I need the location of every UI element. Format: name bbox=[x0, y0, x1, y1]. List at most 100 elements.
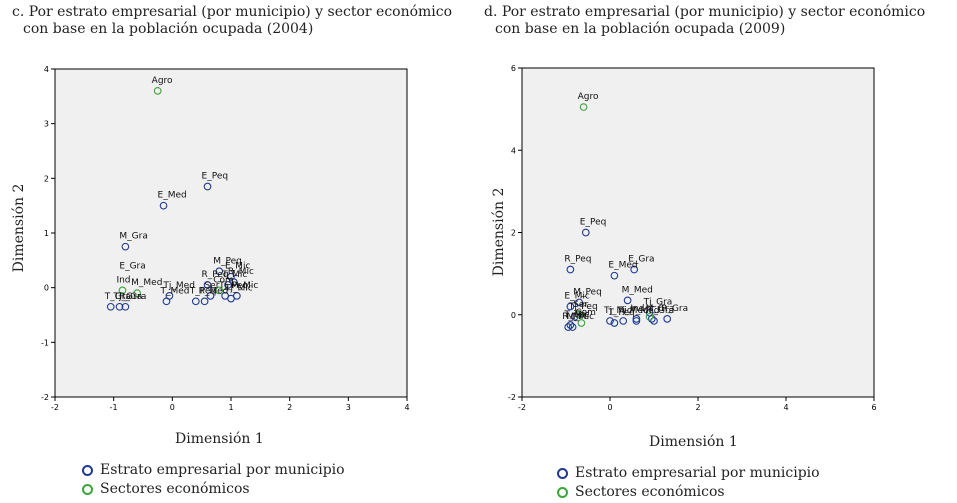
data-point-estrato bbox=[203, 281, 212, 289]
x-tick-label: -1 bbox=[110, 403, 118, 412]
data-point-estrato bbox=[575, 298, 584, 307]
data-point-estrato bbox=[663, 315, 672, 323]
y-tick-label: 4 bbox=[44, 65, 49, 74]
y-tick-label: 0 bbox=[44, 284, 49, 293]
data-point-sector bbox=[118, 286, 127, 295]
point-label: Tj_Gra bbox=[113, 292, 143, 302]
data-point-estrato bbox=[121, 302, 130, 311]
legend: Estrato empresarial por municipio Sector… bbox=[557, 464, 820, 502]
legend-marker-estrato bbox=[82, 465, 93, 476]
data-point-estrato bbox=[610, 319, 619, 327]
point-label: Ind bbox=[630, 304, 644, 314]
chart-panel-d: d. Por estrato empresarial (por municipi… bbox=[484, 0, 957, 503]
data-point-estrato bbox=[632, 317, 641, 325]
point-label: R_Gra bbox=[661, 304, 688, 314]
point-label: Ind bbox=[116, 275, 130, 285]
legend-marker-estrato bbox=[557, 468, 568, 479]
data-point-estrato bbox=[610, 271, 619, 280]
legend-item-estrato: Estrato empresarial por municipio bbox=[82, 461, 345, 480]
x-tick-label: 3 bbox=[346, 403, 351, 412]
x-axis-title: Dimensión 1 bbox=[175, 431, 264, 447]
point-label: R_Peq bbox=[564, 255, 591, 265]
point-label: M_Mic bbox=[231, 281, 259, 291]
x-tick-label: 4 bbox=[404, 403, 409, 412]
point-label: T_Gra bbox=[104, 292, 131, 302]
data-point-estrato bbox=[159, 201, 168, 210]
data-point-sector bbox=[645, 312, 654, 321]
x-tick-label: 1 bbox=[228, 403, 233, 412]
x-tick-label: -2 bbox=[51, 403, 59, 412]
chart-panel-c: c. Por estrato empresarial (por municipi… bbox=[0, 0, 470, 503]
point-label: E_Gra bbox=[119, 262, 145, 272]
legend-label-sector: Sectores económicos bbox=[100, 481, 250, 497]
data-point-sector bbox=[133, 289, 141, 297]
point-label: T_Mic bbox=[221, 270, 247, 280]
point-label: T_Peq bbox=[189, 286, 216, 296]
data-point-estrato bbox=[162, 297, 171, 306]
legend-marker-sector bbox=[82, 484, 93, 495]
data-point-estrato bbox=[224, 281, 232, 289]
legend-label-sector: Sectores económicos bbox=[575, 484, 725, 500]
data-point-estrato bbox=[606, 317, 614, 325]
point-label: E_Peq bbox=[202, 172, 229, 182]
point-label: R_Gra bbox=[119, 292, 146, 302]
x-tick-label: 2 bbox=[287, 403, 292, 412]
x-tick-label: 2 bbox=[695, 403, 700, 412]
data-point-estrato bbox=[206, 292, 215, 300]
point-label: R_Mic bbox=[562, 312, 588, 322]
point-label: M_Gra bbox=[646, 304, 674, 314]
y-tick-label: 2 bbox=[44, 174, 49, 183]
data-point-estrato bbox=[191, 297, 200, 306]
point-label: Tj_Mic bbox=[603, 306, 632, 316]
plot-area bbox=[521, 67, 875, 398]
x-tick-label: 0 bbox=[607, 403, 612, 412]
y-axis-title: Dimensión 2 bbox=[491, 187, 507, 277]
data-point-estrato bbox=[564, 323, 573, 331]
point-label: M_Mic bbox=[567, 312, 595, 322]
point-label: Tj_Peq bbox=[568, 302, 598, 312]
scatter-plot-c: -2 -1 0 1 2 3 4 -2 -1 0 1 2 3 4 Agro E_Peq E_Med M_Gra M_P… bbox=[41, 65, 410, 412]
y-tick-label: 4 bbox=[511, 146, 516, 155]
point-label: E_Med bbox=[608, 261, 637, 271]
data-point-estrato bbox=[568, 323, 577, 331]
point-label: M_Gra bbox=[119, 232, 147, 242]
x-tick-label: 6 bbox=[871, 403, 876, 412]
y-tick-label: 3 bbox=[44, 120, 49, 129]
point-label: R_Med bbox=[199, 286, 229, 296]
data-point-sector bbox=[579, 103, 588, 111]
y-tick-label: -2 bbox=[41, 393, 49, 402]
point-label: Ser bbox=[204, 281, 219, 291]
x-tick-label: 4 bbox=[783, 403, 788, 412]
point-label: Tj_Med bbox=[616, 306, 649, 316]
point-label: R_Mic bbox=[228, 267, 254, 277]
data-point-estrato bbox=[566, 265, 575, 274]
y-tick-label: 6 bbox=[511, 64, 516, 73]
y-tick-label: -2 bbox=[508, 393, 516, 402]
point-label: Com bbox=[213, 275, 234, 285]
point-label: Tj_Peq bbox=[218, 281, 248, 291]
legend: Estrato empresarial por municipio Sector… bbox=[82, 461, 345, 499]
chart-title: c. Por estrato empresarial (por municipi… bbox=[12, 4, 452, 38]
data-point-estrato bbox=[650, 317, 658, 325]
data-point-estrato bbox=[121, 242, 130, 251]
point-label: Ser bbox=[573, 300, 588, 310]
data-point-sector bbox=[215, 286, 224, 295]
data-point-estrato bbox=[203, 182, 212, 191]
point-label: M_Med bbox=[622, 285, 653, 295]
data-point-estrato bbox=[200, 297, 209, 306]
data-point-estrato bbox=[647, 315, 656, 323]
legend-item-sector: Sectores económicos bbox=[557, 483, 820, 502]
point-label: E_Med bbox=[158, 191, 187, 201]
x-axis-title: Dimensión 1 bbox=[649, 434, 738, 450]
point-label: M_Med bbox=[131, 278, 162, 288]
point-label: T_Med bbox=[629, 306, 659, 316]
point-label: M_Peq bbox=[213, 256, 242, 266]
point-label: T_Gra bbox=[647, 306, 674, 316]
point-label: Com bbox=[575, 308, 596, 318]
y-tick-label: -1 bbox=[41, 338, 49, 347]
y-tick-label: 2 bbox=[511, 229, 516, 238]
point-label: E_Mic bbox=[225, 262, 250, 272]
point-label: T_Peq bbox=[607, 308, 634, 318]
chart-title-line-2: con base en la población ocupada (2004) bbox=[23, 21, 314, 37]
